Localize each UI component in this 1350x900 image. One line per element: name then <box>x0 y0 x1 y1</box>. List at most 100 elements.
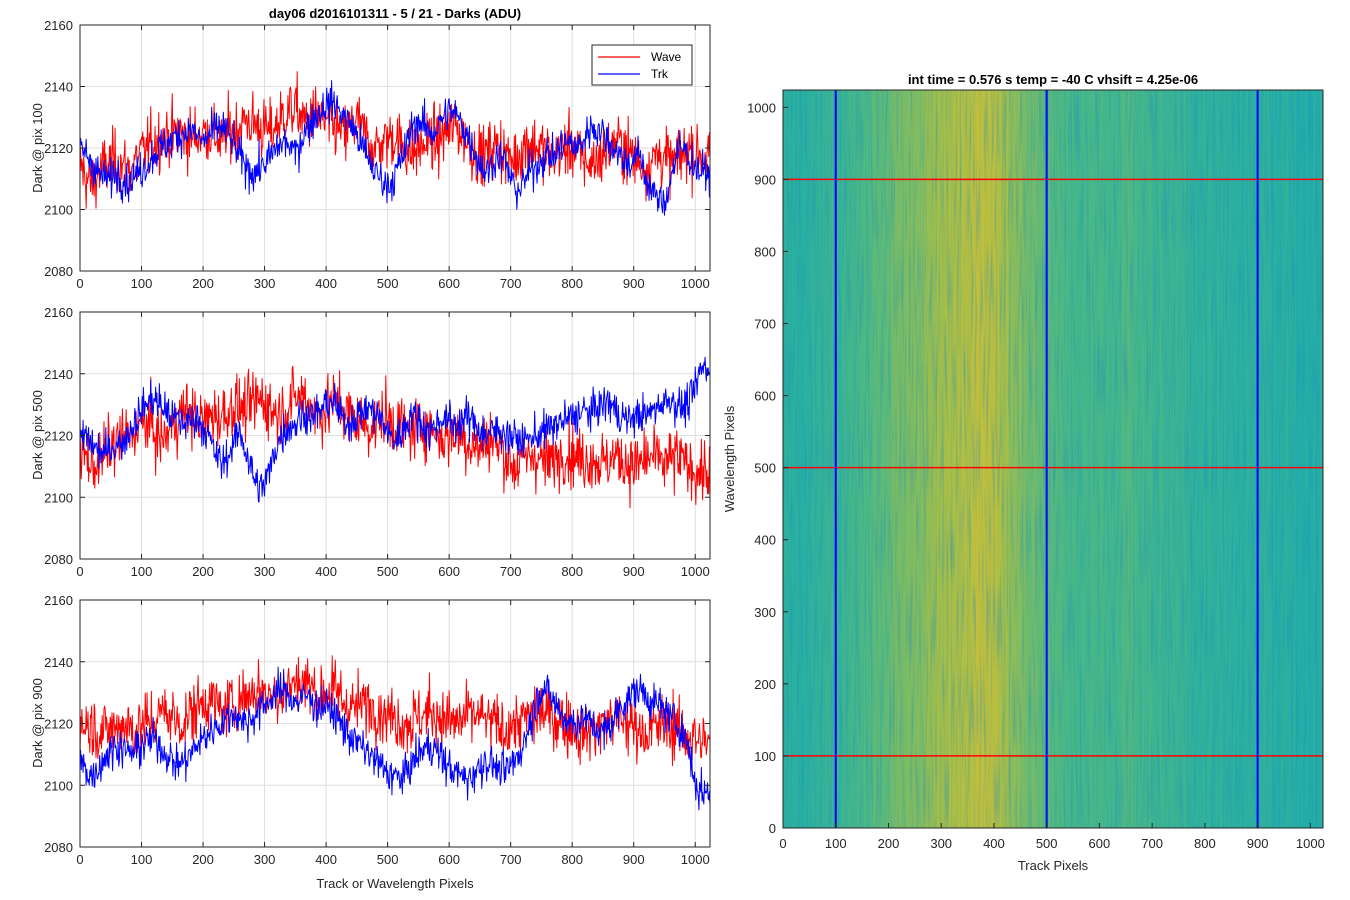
heatmap-y-axis-label: Wavelength Pixels <box>722 405 737 512</box>
y-axis-label: Dark @ pix 500 <box>30 390 45 480</box>
y-tick-label: 2080 <box>44 840 73 855</box>
y-tick-label: 2120 <box>44 717 73 732</box>
x-tick-label: 800 <box>561 276 583 291</box>
y-tick-label: 2160 <box>44 593 73 608</box>
x-tick-label: 300 <box>254 852 276 867</box>
y-tick-label: 2140 <box>44 655 73 670</box>
x-axis-label: Track or Wavelength Pixels <box>316 876 474 891</box>
x-tick-label: 600 <box>438 276 460 291</box>
series-lines <box>79 655 711 811</box>
x-tick-label: 0 <box>76 276 83 291</box>
y-tick-label: 700 <box>754 317 776 332</box>
x-tick-label: 700 <box>500 564 522 579</box>
plot-pix-900: 0 100 200 300 400 500 600 700 800 900 1000 2080 2100… <box>30 593 711 891</box>
x-tick-label: 400 <box>315 276 337 291</box>
x-tick-label: 700 <box>500 852 522 867</box>
x-tick-label: 900 <box>623 564 645 579</box>
legend-label-wave: Wave <box>651 50 682 64</box>
x-tick-label: 800 <box>561 564 583 579</box>
ticks: 0 100 200 300 400 500 600 700 800 900 1000 2080 2100… <box>44 18 710 291</box>
x-tick-label: 0 <box>779 836 786 851</box>
y-tick-label: 2140 <box>44 80 73 95</box>
heatmap-x-axis-label: Track Pixels <box>1018 858 1089 873</box>
y-tick-label: 300 <box>754 605 776 620</box>
y-tick-label: 800 <box>754 244 776 259</box>
y-tick-label: 2160 <box>44 18 73 33</box>
x-tick-label: 100 <box>825 836 847 851</box>
x-tick-label: 400 <box>315 852 337 867</box>
y-tick-label: 2100 <box>44 490 73 505</box>
x-tick-label: 200 <box>192 852 214 867</box>
x-tick-label: 500 <box>1036 836 1058 851</box>
y-tick-label: 100 <box>754 749 776 764</box>
ticks: 0 100 200 300 400 500 600 700 800 900 1000 0 100 200 3… <box>747 100 1325 851</box>
plot-pix-500: 0 100 200 300 400 500 600 700 800 900 1000 2080 2100… <box>30 305 711 579</box>
x-tick-label: 900 <box>623 852 645 867</box>
heatmap-markers <box>783 90 1323 828</box>
legend-label-trk: Trk <box>651 67 669 81</box>
x-tick-label: 1000 <box>681 852 710 867</box>
series-lines <box>79 356 711 509</box>
x-tick-label: 500 <box>377 852 399 867</box>
series-trk-line <box>79 356 711 503</box>
x-tick-label: 900 <box>623 276 645 291</box>
heatmap-title: int time = 0.576 s temp = -40 C vhsift =… <box>908 72 1198 87</box>
y-tick-label: 2080 <box>44 264 73 279</box>
x-tick-label: 600 <box>1089 836 1111 851</box>
y-tick-label: 0 <box>769 821 776 836</box>
series-wave-line <box>79 71 711 209</box>
x-tick-label: 200 <box>192 276 214 291</box>
x-tick-label: 900 <box>1247 836 1269 851</box>
x-tick-label: 200 <box>192 564 214 579</box>
x-tick-label: 600 <box>438 852 460 867</box>
series-wave-line <box>79 655 711 767</box>
y-axis-label: Dark @ pix 900 <box>30 678 45 768</box>
left-figure-title: day06 d2016101311 - 5 / 21 - Darks (ADU) <box>269 6 521 21</box>
x-tick-label: 800 <box>1194 836 1216 851</box>
x-tick-label: 1000 <box>681 564 710 579</box>
ticks: 0 100 200 300 400 500 600 700 800 900 1000 2080 2100… <box>44 593 710 867</box>
y-tick-label: 900 <box>754 172 776 187</box>
y-tick-label: 2160 <box>44 305 73 320</box>
heatmap-streaks-dark <box>783 90 1323 828</box>
y-axis-label: Dark @ pix 100 <box>30 103 45 193</box>
x-tick-label: 500 <box>377 564 399 579</box>
x-tick-label: 100 <box>131 564 153 579</box>
x-tick-label: 100 <box>131 276 153 291</box>
series-trk-line <box>79 666 711 811</box>
x-tick-label: 100 <box>131 852 153 867</box>
heatmap-frame <box>782 89 1324 829</box>
x-tick-label: 700 <box>1141 836 1163 851</box>
x-tick-label: 300 <box>254 276 276 291</box>
y-tick-label: 2140 <box>44 367 73 382</box>
y-tick-label: 600 <box>754 389 776 404</box>
x-tick-label: 400 <box>315 564 337 579</box>
series-lines <box>79 71 711 216</box>
y-tick-label: 2100 <box>44 203 73 218</box>
x-tick-label: 0 <box>76 852 83 867</box>
ticks: 0 100 200 300 400 500 600 700 800 900 1000 2080 2100… <box>44 305 710 579</box>
x-tick-label: 300 <box>254 564 276 579</box>
y-tick-label: 2100 <box>44 778 73 793</box>
x-tick-label: 400 <box>983 836 1005 851</box>
y-tick-label: 2120 <box>44 141 73 156</box>
x-tick-label: 0 <box>76 564 83 579</box>
series-trk-line <box>79 80 711 216</box>
heatmap-panel: int time = 0.576 s temp = -40 C vhsift =… <box>722 72 1325 873</box>
y-tick-label: 2080 <box>44 552 73 567</box>
y-tick-label: 400 <box>754 533 776 548</box>
legend: Wave Trk <box>591 44 693 86</box>
y-tick-label: 500 <box>754 461 776 476</box>
y-tick-label: 2120 <box>44 429 73 444</box>
x-tick-label: 500 <box>377 276 399 291</box>
x-tick-label: 1000 <box>1296 836 1325 851</box>
x-tick-label: 800 <box>561 852 583 867</box>
x-tick-label: 1000 <box>681 276 710 291</box>
y-tick-label: 200 <box>754 677 776 692</box>
y-tick-label: 1000 <box>747 100 776 115</box>
x-tick-label: 600 <box>438 564 460 579</box>
legend-box <box>591 44 693 86</box>
x-tick-label: 200 <box>878 836 900 851</box>
plot-pix-100: 0 100 200 300 400 500 600 700 800 900 1000 2080 2100… <box>30 18 711 291</box>
